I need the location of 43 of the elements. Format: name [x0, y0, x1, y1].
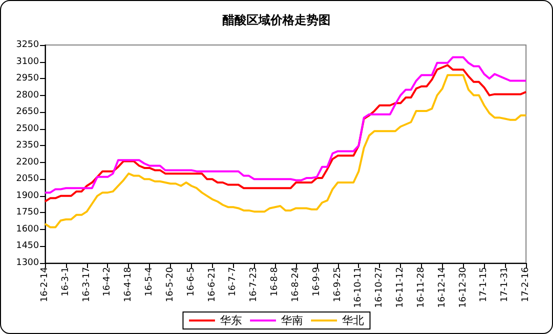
- x-tick-label: 16-3-17: [82, 267, 92, 302]
- y-tick-label: 1900: [16, 190, 40, 201]
- y-tick-label: 2650: [16, 107, 40, 118]
- y-tick-label: 2800: [16, 90, 40, 100]
- x-tick-label: 16-5-4: [144, 266, 155, 296]
- legend-label: 华东: [220, 314, 242, 327]
- y-tick-label: 1600: [16, 224, 40, 234]
- x-tick-label: 17-1-15: [479, 267, 490, 302]
- line-series: [44, 74, 527, 228]
- x-tick-label: 16-4-2: [102, 267, 113, 296]
- x-tick-label: 16-11-12: [396, 267, 406, 308]
- y-tick-label: 2050: [16, 174, 40, 184]
- x-tick-label: 16-9-25: [332, 267, 343, 302]
- y-tick-label: 2200: [16, 157, 40, 168]
- x-tick-label: 16-12-14: [437, 266, 448, 308]
- x-tick-label: 16-10-11: [354, 267, 364, 308]
- y-tick-label: 1450: [16, 241, 40, 252]
- x-tick-label: 16-5-20: [165, 266, 176, 302]
- x-tick-label: 16-11-28: [416, 266, 426, 308]
- y-tick-label: 1300: [16, 258, 40, 268]
- x-tick-label: 16-7-7: [228, 267, 238, 296]
- x-tick-label: 16-12-30: [458, 266, 468, 308]
- chart-title: 醋酸区域价格走势图: [222, 13, 330, 27]
- x-tick-label: 16-2-14: [40, 266, 50, 302]
- x-tick-label: 16-9-9: [312, 266, 322, 296]
- y-tick-label: 2500: [16, 124, 40, 134]
- x-tick-label: 16-3-1: [60, 267, 71, 296]
- x-tick-label: 16-4-18: [124, 266, 134, 302]
- x-tick-label: 16-6-21: [207, 267, 218, 302]
- x-tick-label: 16-7-23: [249, 267, 260, 302]
- y-tick-label: 2350: [16, 140, 40, 151]
- x-tick-label: 16-10-27: [374, 267, 385, 308]
- y-tick-label: 3100: [16, 56, 40, 67]
- legend-label: 华南: [281, 314, 303, 327]
- x-tick-label: 16-8-24: [290, 266, 301, 302]
- y-tick-label: 2950: [16, 74, 40, 84]
- x-tick-label: 16-8-8: [270, 266, 280, 296]
- legend-label: 华北: [342, 314, 364, 327]
- y-tick-label: 3250: [16, 40, 40, 50]
- x-tick-label: 16-6-5: [186, 267, 196, 296]
- x-tick-label: 17-2-16: [521, 266, 531, 302]
- y-tick-label: 1750: [16, 208, 40, 218]
- x-tick-label: 17-1-31: [500, 267, 510, 302]
